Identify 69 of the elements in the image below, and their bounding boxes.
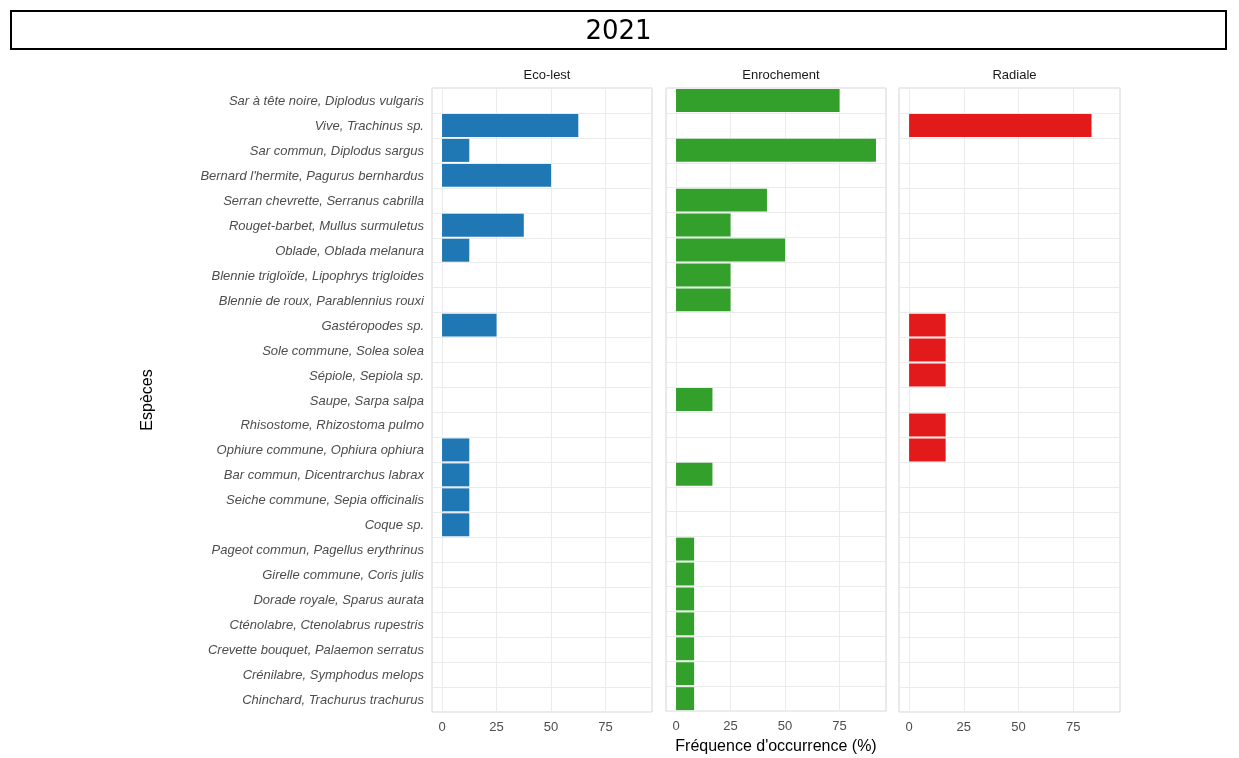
- y-tick-label: Oblade, Oblada melanura: [275, 242, 424, 258]
- bar: [442, 238, 470, 262]
- x-tick-label: 50: [1011, 719, 1026, 734]
- bar: [442, 113, 579, 137]
- bar: [442, 488, 470, 512]
- x-tick-label: 0: [672, 718, 680, 734]
- y-tick-label: Sar à tête noire, Diplodus vulgaris: [228, 92, 425, 108]
- bar: [442, 163, 552, 187]
- y-tick-label: Pageot commun, Pagellus erythrinus: [211, 542, 425, 558]
- x-tick-label: 75: [832, 718, 847, 734]
- x-tick-label: 25: [956, 719, 972, 734]
- bar: [442, 138, 470, 162]
- chart-subtitle: Enrochement: [742, 67, 821, 82]
- chart-subtitle: Eco-lest: [523, 67, 571, 82]
- bar: [676, 89, 840, 112]
- bar: [676, 288, 731, 312]
- y-tick-label: Chinchard, Trachurus trachurus: [242, 692, 425, 708]
- y-tick-label: Rhisostome, Rhizostoma pulmo: [240, 417, 424, 433]
- y-tick-label: Blennie trigloïde, Lipophrys trigloides: [211, 267, 425, 283]
- chart-title: 2021: [10, 10, 1227, 50]
- x-tick-label: 25: [723, 718, 738, 734]
- x-axis-title: Fréquence d'occurrence (%): [675, 736, 877, 754]
- bar: [676, 662, 695, 686]
- bar: [442, 213, 524, 237]
- y-tick-label: Bernard l'hermite, Pagurus bernhardus: [200, 167, 425, 183]
- y-tick-label: Sar commun, Diplodus sargus: [249, 142, 425, 158]
- chart-subtitle: Radiale: [992, 67, 1037, 82]
- y-tick-label: Saupe, Sarpa salpa: [309, 392, 424, 408]
- x-tick-label: 0: [905, 719, 913, 734]
- bar: [676, 213, 731, 237]
- y-tick-label: Crénilabre, Symphodus melops: [242, 667, 425, 683]
- y-tick-label: Girelle commune, Coris julis: [262, 567, 425, 583]
- bar: [676, 238, 786, 262]
- bar: [676, 138, 876, 162]
- y-tick-label: Sole commune, Solea solea: [262, 342, 424, 358]
- y-tick-label: Sépiole, Sepiola sp.: [309, 367, 424, 383]
- bar: [442, 513, 470, 537]
- y-tick-label: Dorade royale, Sparus aurata: [253, 592, 424, 608]
- y-tick-label: Cténolabre, Ctenolabrus rupestris: [229, 617, 425, 633]
- y-axis-title: Espèces: [137, 369, 155, 431]
- y-tick-label: Ophiure commune, Ophiura ophiura: [216, 442, 424, 458]
- bar: [676, 188, 767, 212]
- bar: [676, 612, 695, 636]
- x-tick-label: 50: [777, 718, 793, 734]
- y-tick-label: Gastéropodes sp.: [321, 317, 424, 333]
- bar: [442, 313, 497, 337]
- bar: [442, 463, 470, 487]
- bar: [442, 438, 470, 462]
- bar: [676, 537, 695, 561]
- x-tick-label: 25: [489, 719, 504, 734]
- y-tick-label: Vive, Trachinus sp.: [314, 117, 424, 133]
- x-tick-label: 75: [1066, 719, 1081, 734]
- y-tick-label: Blennie de roux, Parablennius rouxi: [218, 292, 426, 308]
- y-tick-label: Crevette bouquet, Palaemon serratus: [207, 642, 425, 658]
- bar: [676, 462, 713, 486]
- bar: [676, 562, 695, 586]
- y-tick-label: Serran chevrette, Serranus cabrilla: [223, 192, 424, 208]
- y-tick-label: Bar commun, Dicentrarchus labrax: [223, 467, 425, 483]
- x-tick-label: 0: [438, 719, 446, 734]
- y-tick-label: Rouget-barbet, Mullus surmuletus: [228, 217, 425, 233]
- x-tick-label: 75: [598, 719, 613, 734]
- y-tick-label: Seiche commune, Sepia officinalis: [226, 492, 425, 508]
- bar: [676, 637, 695, 661]
- bar: [676, 263, 731, 287]
- y-tick-label: Coque sp.: [364, 517, 424, 533]
- bar: [676, 388, 713, 412]
- x-tick-label: 50: [543, 719, 559, 734]
- bar: [676, 587, 695, 611]
- bar: [676, 687, 695, 711]
